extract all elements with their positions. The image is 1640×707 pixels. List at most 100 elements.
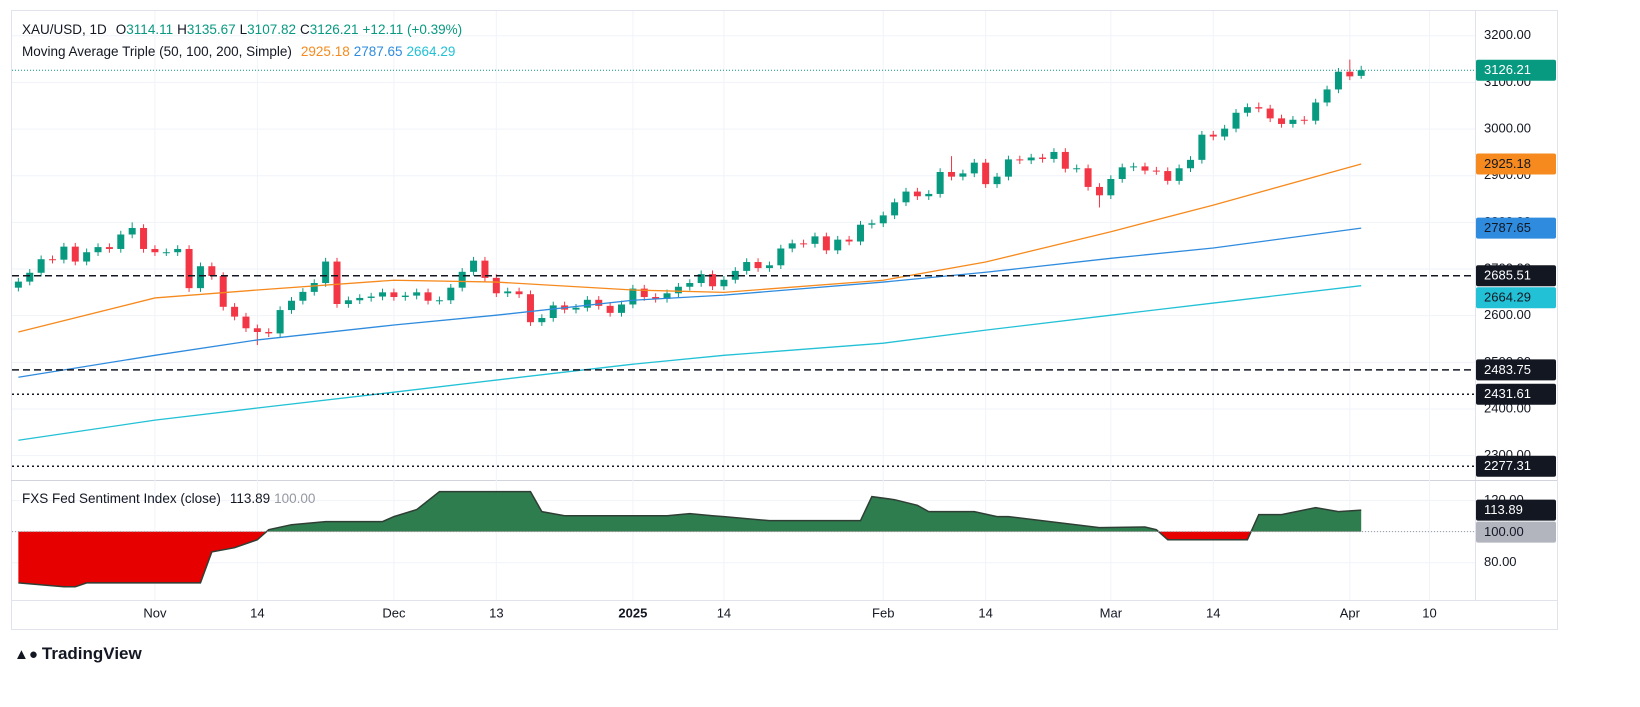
- candle-body: [1209, 134, 1217, 137]
- candle-body: [936, 171, 944, 194]
- candle-body: [287, 300, 295, 311]
- candle-body: [140, 227, 148, 249]
- moving-average-line: [18, 227, 1362, 378]
- candle-body: [71, 246, 79, 262]
- candle-body: [913, 191, 921, 197]
- candle-body: [276, 310, 284, 334]
- candle-body: [606, 305, 614, 313]
- candle-body: [1107, 178, 1115, 196]
- candle-body: [1278, 118, 1286, 124]
- candle-body: [1289, 119, 1297, 124]
- candle-body: [105, 247, 113, 249]
- candle-body: [822, 236, 830, 251]
- candle-body: [549, 305, 557, 319]
- moving-average-line: [18, 163, 1362, 333]
- candle-body: [1323, 89, 1331, 103]
- x-tick-label: Feb: [872, 605, 894, 620]
- candle-body: [1027, 157, 1035, 161]
- price-label-box: [1476, 287, 1556, 309]
- candle-body: [504, 291, 512, 294]
- candle-body: [265, 331, 273, 334]
- candle-body: [162, 252, 170, 254]
- x-tick-label: 14: [717, 605, 731, 620]
- candle-body: [891, 202, 899, 216]
- candle-body: [993, 176, 1001, 185]
- price-label: 3126.21: [1484, 62, 1531, 77]
- grid: [12, 11, 1475, 600]
- x-tick-label: 14: [978, 605, 992, 620]
- candle-body: [447, 287, 455, 301]
- candle-body: [322, 261, 330, 284]
- candle-body: [709, 274, 717, 287]
- candle-body: [344, 300, 352, 305]
- candle-body: [731, 270, 739, 280]
- price-label-box: [1476, 455, 1556, 477]
- candle-body: [1084, 168, 1092, 187]
- candle-body: [515, 291, 523, 295]
- y-tick-label: 2600.00: [1484, 307, 1531, 322]
- indicator-pane: [12, 490, 1475, 588]
- candle-body: [1198, 134, 1206, 160]
- candle-body: [333, 261, 341, 305]
- area-below: [18, 531, 1252, 587]
- candle-body: [83, 252, 91, 262]
- brand-name: TradingView: [41, 644, 142, 663]
- candle-body: [151, 248, 159, 253]
- candle-body: [1004, 159, 1012, 177]
- candle-body: [572, 307, 580, 310]
- y-tick-label: 80.00: [1484, 554, 1517, 569]
- price-label-box: [1476, 521, 1556, 543]
- candle-body: [879, 215, 887, 224]
- candle-body: [663, 293, 671, 299]
- candle-body: [1243, 107, 1251, 113]
- candle-body: [1061, 151, 1069, 169]
- candle-body: [948, 171, 956, 177]
- chart-frame: [11, 10, 1558, 630]
- candle-body: [1118, 167, 1126, 179]
- candle-body: [1130, 166, 1138, 168]
- candle-body: [1187, 159, 1195, 169]
- candle-body: [970, 162, 978, 174]
- moving-average-line: [18, 285, 1362, 441]
- candle-body: [1334, 71, 1342, 90]
- price-label-box: [1476, 265, 1556, 287]
- candle-body: [686, 283, 694, 287]
- candle-body: [868, 223, 876, 225]
- x-tick-label: 2025: [618, 605, 647, 620]
- candle-body: [1141, 166, 1149, 171]
- x-tick-label: Mar: [1100, 605, 1123, 620]
- candle-body: [231, 306, 239, 317]
- candle-body: [765, 265, 773, 269]
- candle-body: [390, 292, 398, 298]
- candle-body: [640, 288, 648, 298]
- x-tick-label: 14: [1206, 605, 1220, 620]
- candle-body: [1073, 168, 1081, 170]
- x-tick-label: Dec: [382, 605, 406, 620]
- candle-body: [1266, 108, 1274, 119]
- candle-body: [754, 262, 762, 269]
- candle-body: [1221, 128, 1229, 137]
- candle-body: [811, 236, 819, 244]
- price-label: 2664.29: [1484, 290, 1531, 305]
- candle-body: [652, 297, 660, 299]
- x-tick-label: 10: [1422, 605, 1436, 620]
- candle-body: [856, 224, 864, 242]
- candle-body: [413, 292, 421, 296]
- price-label: 113.89: [1484, 502, 1523, 517]
- candle-body: [356, 297, 364, 301]
- candle-body: [299, 291, 307, 301]
- candle-body: [1152, 170, 1160, 172]
- candle-body: [1039, 157, 1047, 159]
- price-pane: [12, 59, 1475, 467]
- price-label: 2483.75: [1484, 362, 1531, 377]
- price-label-box: [1476, 499, 1556, 521]
- candle-body: [49, 259, 57, 261]
- candle-body: [674, 286, 682, 294]
- candle-body: [492, 277, 500, 294]
- candle-body: [959, 173, 967, 177]
- price-label: 2787.65: [1484, 220, 1531, 235]
- candle-body: [253, 328, 261, 332]
- candle-body: [14, 281, 22, 288]
